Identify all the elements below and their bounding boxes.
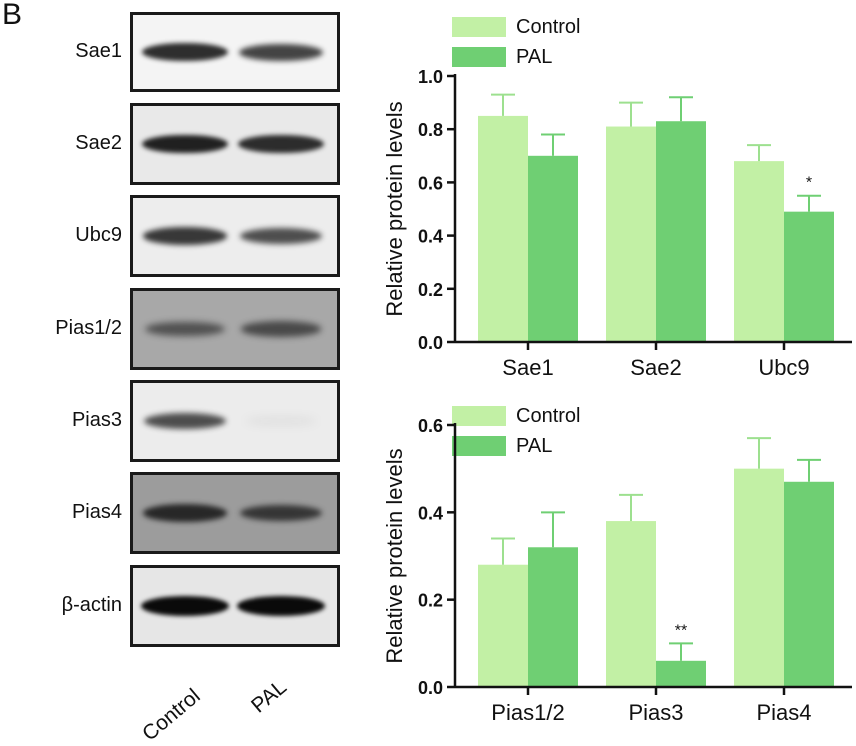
blot-label: Sae2 — [75, 132, 122, 154]
bar — [656, 660, 706, 687]
legend-label: PAL — [516, 46, 552, 68]
blot-label: Pias1/2 — [55, 317, 122, 339]
significance-marker: ** — [675, 622, 687, 639]
y-tick-label: 0.0 — [418, 333, 443, 353]
blot-band — [145, 321, 225, 337]
x-tick-label: Pias3 — [628, 700, 683, 725]
y-tick-label: 0.4 — [418, 503, 443, 523]
x-tick-label: Pias1/2 — [491, 700, 564, 725]
bar — [528, 155, 578, 342]
bar — [734, 161, 784, 342]
blot-band — [143, 412, 227, 430]
bar — [784, 211, 834, 342]
bar — [784, 481, 834, 687]
bar — [606, 126, 656, 342]
legend-swatch — [452, 17, 506, 37]
blot-image — [130, 195, 340, 277]
y-axis-label: Relative protein levels — [382, 101, 407, 316]
lane-label: PAL — [247, 675, 292, 718]
blot-band — [141, 134, 229, 154]
y-tick-label: 0.6 — [418, 173, 443, 193]
bar — [734, 468, 784, 687]
blot-image — [130, 380, 340, 462]
blot-label: β-actin — [61, 594, 122, 616]
x-tick-label: Ubc9 — [758, 355, 809, 380]
y-tick-label: 0.2 — [418, 280, 443, 300]
y-tick-label: 0.6 — [418, 416, 443, 436]
legend-label: PAL — [516, 435, 552, 457]
y-tick-label: 0.8 — [418, 120, 443, 140]
blot-band — [239, 43, 323, 61]
blot-band — [142, 227, 228, 245]
bar — [528, 547, 578, 687]
blot-band — [237, 596, 325, 616]
legend-swatch — [452, 406, 506, 426]
blot-image — [130, 12, 340, 92]
bar — [656, 121, 706, 342]
blot-band — [239, 227, 323, 245]
bar — [478, 564, 528, 687]
y-tick-label: 0.4 — [418, 227, 443, 247]
legend-swatch — [452, 436, 506, 456]
x-tick-label: Sae1 — [502, 355, 553, 380]
bar-chart-bottom: Control PAL Pias1/2 ** Pias3 Pias4 0.0 0.2 0.4 0.… — [382, 405, 852, 725]
blot-band — [239, 504, 323, 522]
blot-band — [240, 321, 322, 337]
y-axis-label: Relative protein levels — [382, 448, 407, 663]
y-tick-label: 1.0 — [418, 67, 443, 87]
lane-label: Control — [138, 684, 205, 746]
y-tick-label: 0.2 — [418, 591, 443, 611]
blot-label: Sae1 — [75, 40, 122, 62]
blot-image — [130, 565, 340, 647]
blot-band — [142, 42, 228, 62]
legend-label: Control — [516, 405, 580, 427]
blot-band — [142, 504, 228, 522]
legend-label: Control — [516, 16, 580, 38]
bar-chart-top: Control PAL Sae1 Sae2 * Ubc9 0.0 0.2 0.4 0.6 0.8 1.… — [382, 16, 852, 380]
x-tick-label: Sae2 — [630, 355, 681, 380]
blot-band — [141, 596, 229, 616]
blot-band — [238, 134, 324, 154]
legend-swatch — [452, 47, 506, 67]
blot-image — [130, 288, 340, 370]
bar — [606, 521, 656, 687]
blot-label: Pias4 — [71, 501, 122, 523]
significance-marker: * — [806, 175, 812, 192]
blot-image — [130, 472, 340, 554]
blot-label: Ubc9 — [75, 224, 122, 246]
panel-label: B — [2, 0, 23, 31]
blot-image — [130, 103, 340, 185]
blot-label: Pias3 — [71, 409, 122, 431]
x-tick-label: Pias4 — [756, 700, 811, 725]
blot-band — [245, 416, 317, 426]
bar — [478, 115, 528, 343]
y-tick-label: 0.0 — [418, 678, 443, 698]
